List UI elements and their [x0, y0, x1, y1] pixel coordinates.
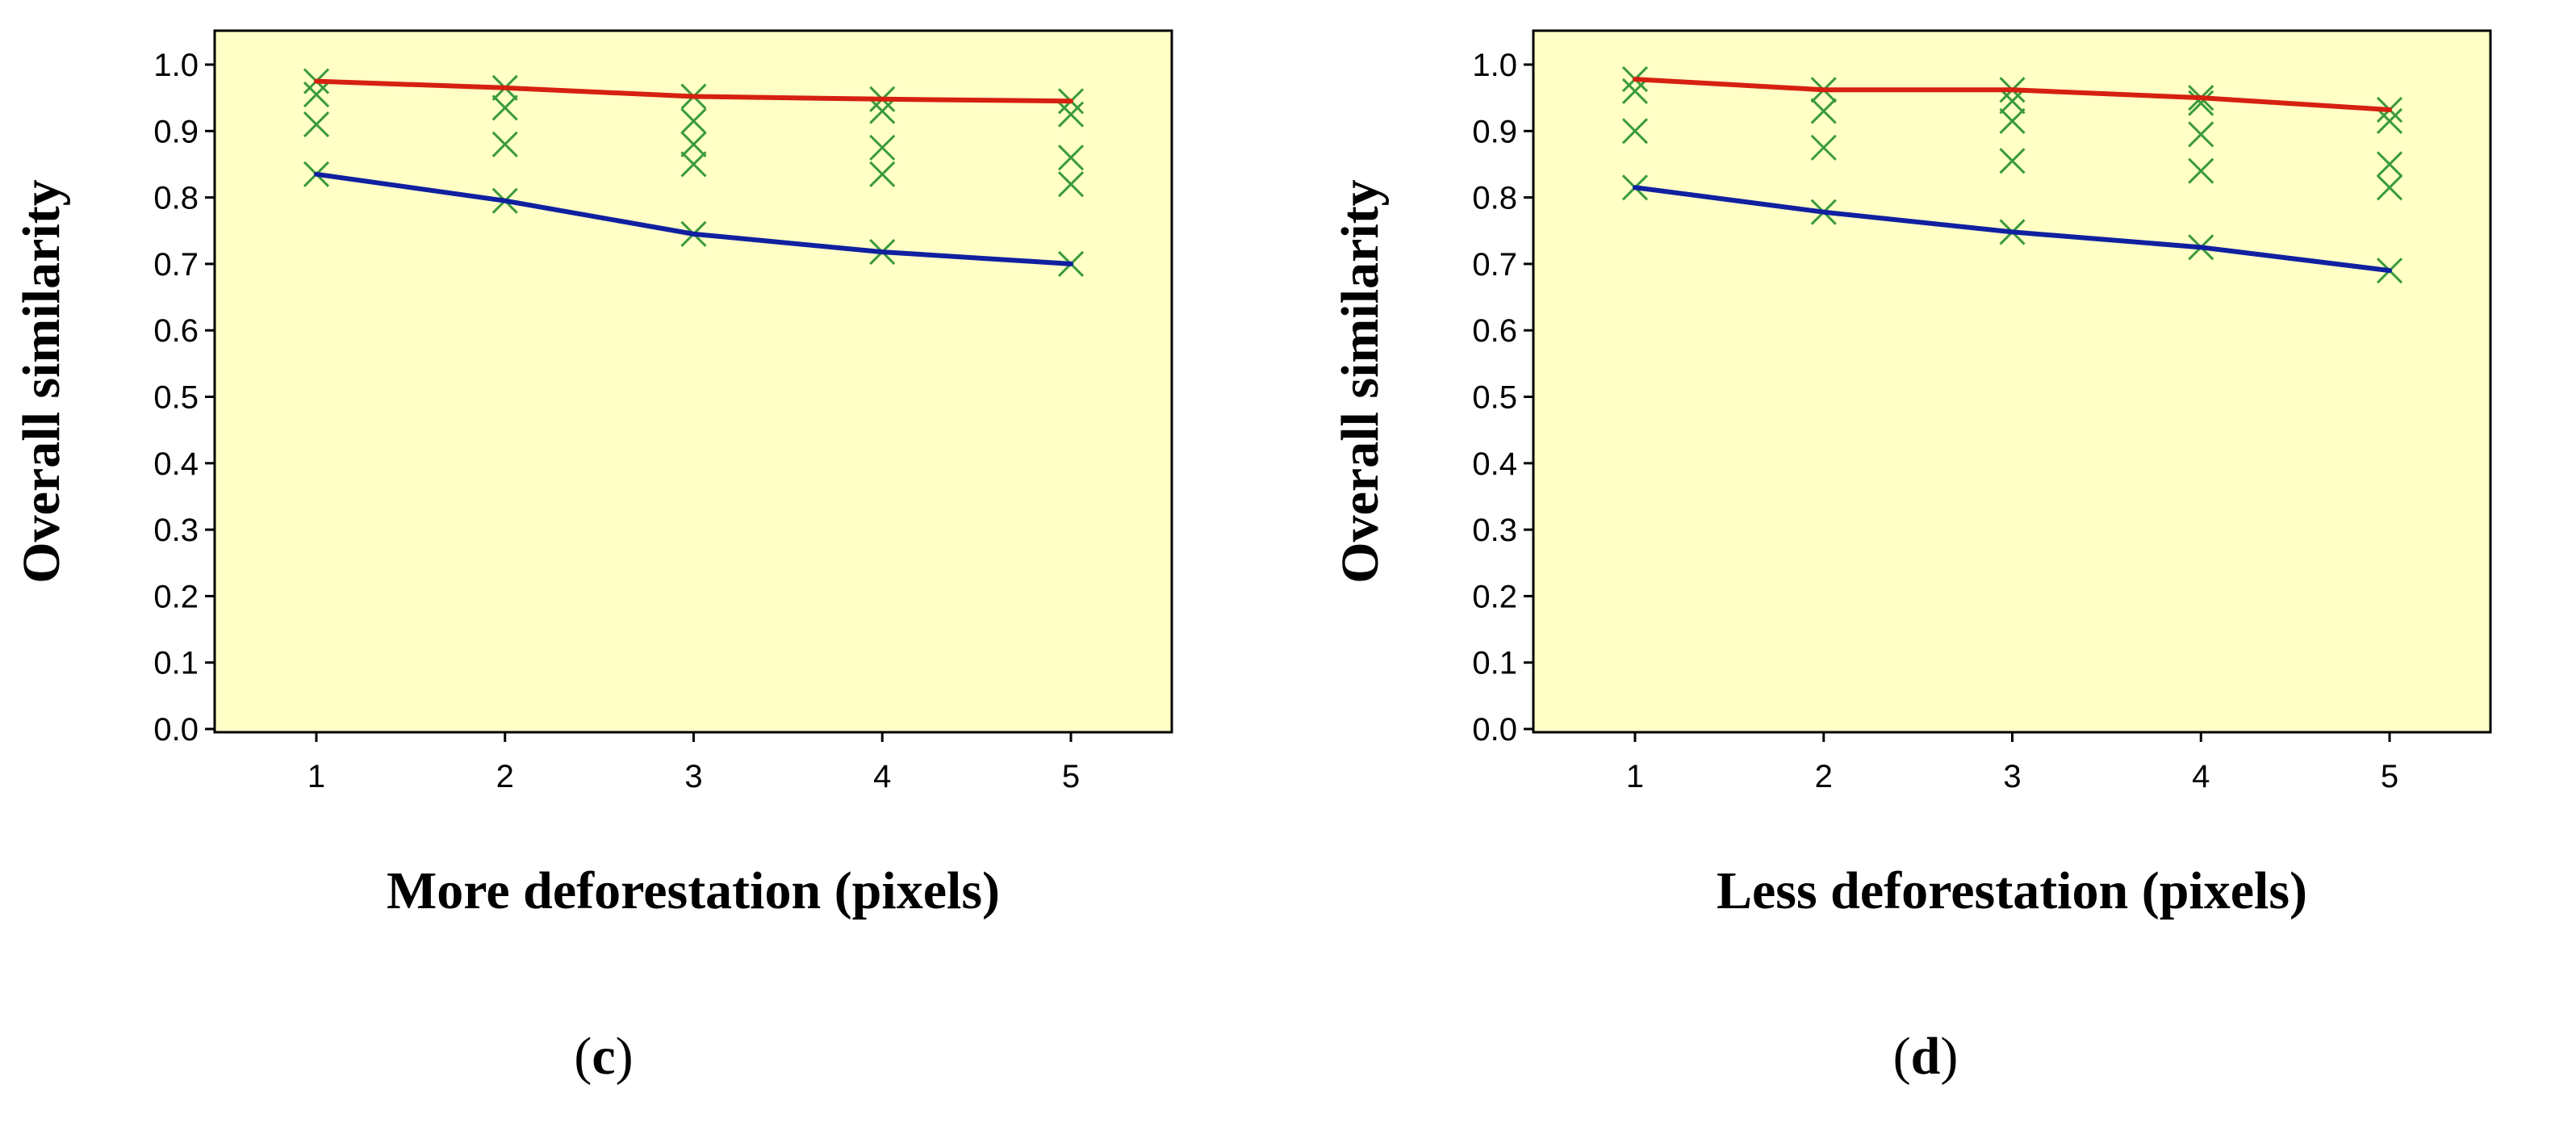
y-tick-label: 0.1: [1472, 646, 1517, 681]
x-tick-label: 4: [2192, 759, 2210, 794]
panel-label-c: (c): [574, 1027, 633, 1086]
scatter-point-stroke: [2188, 121, 2214, 148]
x-tick-label: 5: [1062, 759, 1080, 794]
scatter-point: [2376, 174, 2403, 201]
y-axis-label: Overall similarity: [1331, 179, 1390, 583]
scatter-point-stroke: [2188, 157, 2214, 184]
scatter-point-stroke: [1810, 98, 1837, 124]
scatter-point-stroke: [869, 161, 896, 187]
scatter-point-stroke: [491, 131, 518, 157]
scatter-point: [303, 111, 330, 138]
scatter-point-stroke: [1057, 101, 1085, 128]
y-tick-label: 0.0: [1472, 712, 1517, 748]
y-tick-label: 0.3: [153, 513, 199, 548]
series-line-min: [314, 171, 1073, 266]
plot-area: [1532, 29, 2492, 734]
chart-c: 0.0 0.1 0.2 0.3 0.4 0.5 0.6 0.7 0.8 0.9 1.0 1 2 3 4 5 Mo…: [12, 29, 1173, 920]
panel-label-d: (d): [1893, 1027, 1959, 1086]
x-tick-label: 1: [1626, 759, 1644, 794]
x-tick-label: 2: [496, 759, 514, 794]
y-tick-label: 0.9: [153, 114, 199, 149]
series-line-max: [1633, 77, 2392, 112]
y-tick-label: 0.9: [1472, 114, 1517, 149]
scatter-point-stroke: [2376, 174, 2403, 201]
x-axis-label: Less deforestation (pixels): [1717, 861, 2307, 920]
scatter-point-stroke: [869, 98, 896, 124]
scatter-point-stroke: [2188, 90, 2214, 116]
y-tick-label: 0.5: [153, 380, 199, 416]
y-tick-label: 0.5: [1472, 380, 1517, 416]
scatter-point: [491, 131, 518, 157]
scatter-point-stroke: [1057, 145, 1085, 171]
scatter-point-stroke: [680, 151, 707, 178]
scatter-point: [1621, 118, 1649, 145]
scatter-point: [1057, 145, 1085, 171]
x-axis-label: More deforestation (pixels): [387, 861, 1000, 920]
x-tick-label: 1: [307, 759, 325, 794]
scatter-point: [869, 98, 896, 124]
y-tick-label: 0.0: [153, 712, 199, 748]
scatter-point: [2376, 151, 2403, 178]
scatter-point-stroke: [2376, 151, 2403, 178]
scatter-point-stroke: [680, 131, 707, 157]
scatter-point: [1999, 88, 2026, 115]
scatter-point-stroke: [2376, 107, 2403, 135]
scatter-point: [869, 134, 896, 161]
plot-area: [213, 29, 1173, 734]
scatter-point: [1057, 101, 1085, 128]
scatter-point: [2188, 157, 2214, 184]
y-tick-label: 0.2: [1472, 579, 1517, 614]
y-tick-label: 0.6: [1472, 313, 1517, 349]
series-line-min: [1633, 185, 2392, 274]
scatter-point: [680, 151, 707, 178]
scatter-point-stroke: [1057, 171, 1085, 198]
scatter-point-stroke: [491, 94, 518, 121]
y-tick-label: 1.0: [153, 48, 199, 83]
scatter-point-stroke: [303, 81, 330, 108]
scatter-point-stroke: [1621, 78, 1649, 104]
y-tick-label: 0.6: [153, 313, 199, 349]
scatter-point: [1999, 148, 2026, 174]
scatter-point-stroke: [1999, 148, 2026, 174]
scatter-point-stroke: [1999, 107, 2026, 135]
x-tick-label: 4: [873, 759, 891, 794]
scatter-point: [2376, 107, 2403, 135]
scatter-point: [1999, 107, 2026, 135]
scatter-point-stroke: [869, 134, 896, 161]
y-tick-label: 0.3: [1472, 513, 1517, 548]
y-tick-label: 0.8: [1472, 181, 1517, 216]
scatter-point: [1810, 98, 1837, 124]
y-tick-label: 0.2: [153, 579, 199, 614]
scatter-point: [491, 94, 518, 121]
scatter-point: [1810, 134, 1837, 161]
x-tick-label: 3: [2003, 759, 2021, 794]
y-tick-label: 0.7: [153, 247, 199, 283]
scatter-point: [1057, 171, 1085, 198]
x-tick-label: 3: [684, 759, 702, 794]
y-tick-label: 0.1: [153, 646, 199, 681]
y-tick-label: 0.4: [1472, 446, 1517, 482]
scatter-point-stroke: [1621, 118, 1649, 145]
scatter-point: [680, 107, 707, 135]
scatter-point: [869, 161, 896, 187]
scatter-point-stroke: [1810, 134, 1837, 161]
scatter-point-stroke: [680, 107, 707, 135]
scatter-point: [680, 131, 707, 157]
y-tick-label: 0.4: [153, 446, 199, 482]
y-tick-label: 0.8: [153, 181, 199, 216]
y-tick-label: 0.7: [1472, 247, 1517, 283]
scatter-point-stroke: [1999, 88, 2026, 115]
scatter-point: [2188, 121, 2214, 148]
series-line-max: [314, 78, 1073, 104]
x-tick-label: 5: [2381, 759, 2398, 794]
y-tick-label: 1.0: [1472, 48, 1517, 83]
scatter-point-stroke: [303, 111, 330, 138]
x-tick-label: 2: [1815, 759, 1833, 794]
y-axis-label: Overall similarity: [12, 179, 71, 583]
scatter-point: [1621, 78, 1649, 104]
scatter-point: [303, 81, 330, 108]
chart-d: 0.0 0.1 0.2 0.3 0.4 0.5 0.6 0.7 0.8 0.9 1.0 1 2 3 4 5 Le…: [1331, 29, 2492, 920]
